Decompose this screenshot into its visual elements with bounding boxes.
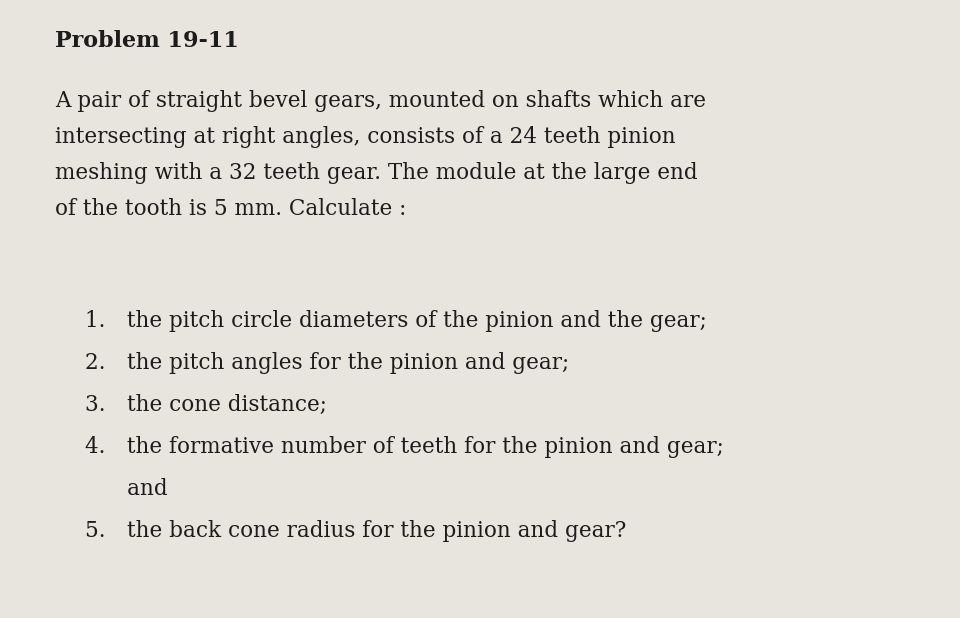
Text: of the tooth is 5 mm. Calculate :: of the tooth is 5 mm. Calculate : xyxy=(55,198,406,220)
Text: intersecting at right angles, consists of a 24 teeth pinion: intersecting at right angles, consists o… xyxy=(55,126,676,148)
Text: A pair of straight bevel gears, mounted on shafts which are: A pair of straight bevel gears, mounted … xyxy=(55,90,706,112)
Text: meshing with a 32 teeth gear. The module at the large end: meshing with a 32 teeth gear. The module… xyxy=(55,162,698,184)
Text: 1. the pitch circle diameters of the pinion and the gear;: 1. the pitch circle diameters of the pin… xyxy=(85,310,707,332)
Text: 5. the back cone radius for the pinion and gear?: 5. the back cone radius for the pinion a… xyxy=(85,520,626,542)
Text: 2. the pitch angles for the pinion and gear;: 2. the pitch angles for the pinion and g… xyxy=(85,352,569,374)
Text: and: and xyxy=(85,478,168,500)
Text: 3. the cone distance;: 3. the cone distance; xyxy=(85,394,326,416)
Text: 4. the formative number of teeth for the pinion and gear;: 4. the formative number of teeth for the… xyxy=(85,436,724,458)
Text: Problem 19-11: Problem 19-11 xyxy=(55,30,239,52)
